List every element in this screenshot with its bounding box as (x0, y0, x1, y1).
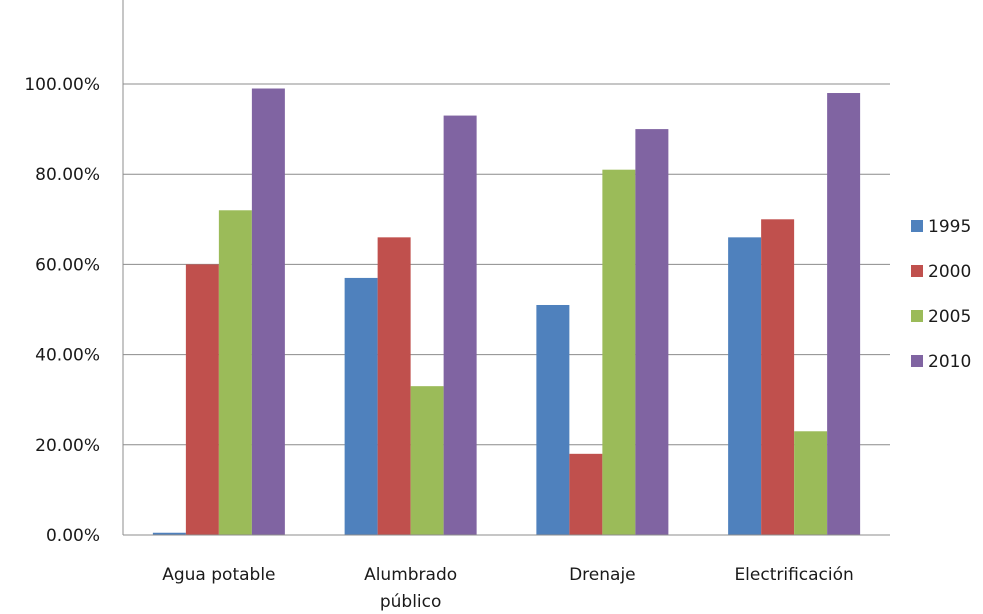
x-category-label: Electrificación (734, 565, 853, 585)
y-tick-label: 20.00% (35, 436, 100, 456)
bar-2005-2 (410, 386, 444, 535)
legend-swatch-1995 (911, 220, 923, 232)
bar-2010-2 (443, 115, 477, 535)
bar-2010-4 (827, 93, 861, 536)
bar-1995-4 (728, 237, 762, 535)
y-tick-label: 0.00% (46, 526, 100, 546)
bar-2005-4 (794, 431, 828, 535)
axes (122, 0, 890, 536)
x-category-label: Drenaje (569, 565, 636, 585)
x-category-label: Alumbrado (364, 565, 457, 585)
legend-swatch-2010 (911, 355, 923, 367)
x-category-labels: Agua potable Alumbrado público Drenaje Elect… (162, 565, 854, 612)
legend-label-1995: 1995 (928, 217, 971, 237)
y-tick-label: 60.00% (35, 255, 100, 275)
bar-2010-3 (635, 129, 669, 535)
bar-2000-2 (377, 237, 411, 535)
bar-1995-2 (344, 277, 378, 535)
bars (152, 88, 861, 536)
legend-label-2005: 2005 (928, 307, 971, 327)
bar-2005-1 (218, 210, 252, 535)
y-tick-label: 40.00% (35, 346, 100, 366)
y-tick-label: 100.00% (24, 75, 100, 95)
bar-1995-1 (152, 532, 186, 535)
x-category-label: Agua potable (162, 565, 275, 585)
y-tick-label: 80.00% (35, 165, 100, 185)
bar-2000-1 (185, 264, 219, 535)
bar-2000-3 (569, 453, 603, 535)
bar-1995-3 (536, 304, 570, 535)
y-tick-labels: 0.00% 20.00% 40.00% 60.00% 80.00% 100.00% (24, 75, 100, 546)
bar-2000-4 (761, 219, 795, 536)
bar-2005-3 (602, 169, 636, 535)
legend-label-2000: 2000 (928, 262, 971, 282)
legend: 1995 2000 2005 2010 (911, 217, 971, 372)
legend-swatch-2005 (911, 310, 923, 322)
bar-2010-1 (251, 88, 285, 535)
x-category-label: público (380, 592, 442, 612)
legend-label-2010: 2010 (928, 352, 971, 372)
legend-swatch-2000 (911, 265, 923, 277)
